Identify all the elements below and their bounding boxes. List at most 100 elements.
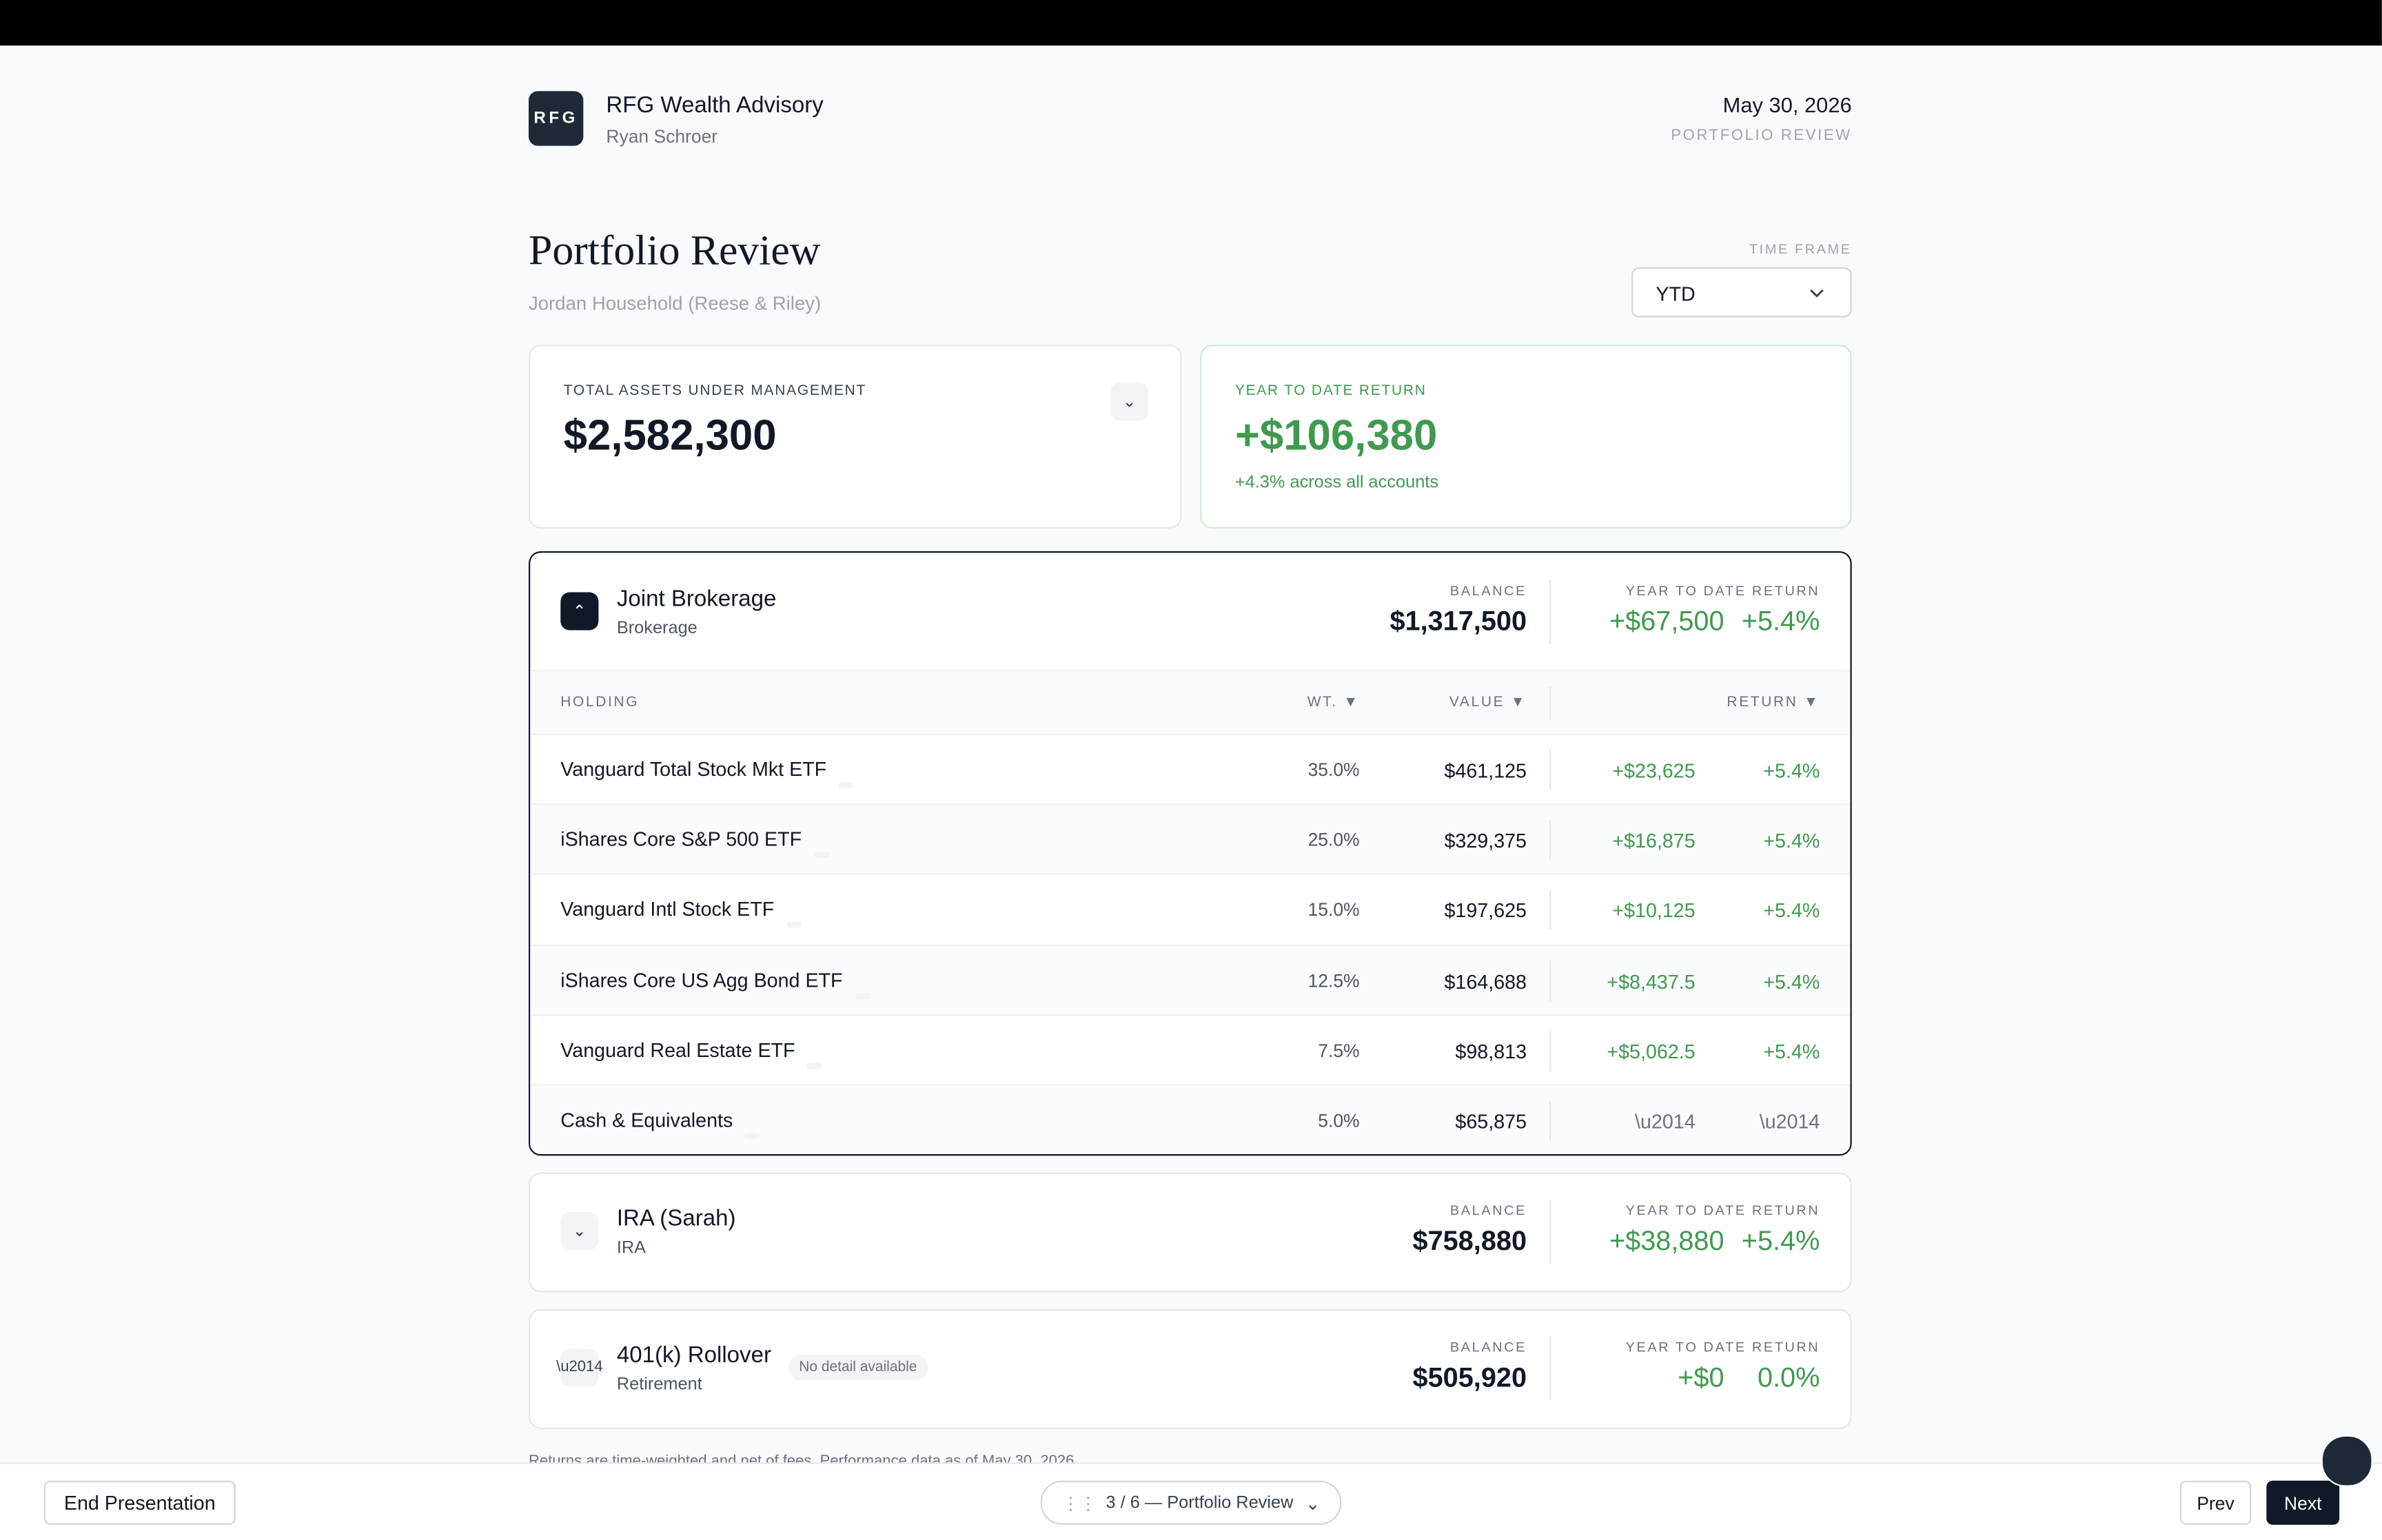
column-header: VALUE ▼ [1449,694,1527,711]
holding-return: +$23,625 [1612,759,1696,783]
account-name: IRA (Sarah) [616,1205,736,1232]
holding-name: Vanguard Real Estate ETF [560,1038,823,1069]
ticker [807,1062,823,1069]
value: $197,625 [1444,899,1527,923]
holding-row[interactable]: Vanguard Intl Stock ETF 15.0% $197,625 +$10… [530,874,1851,945]
holding-row[interactable]: Vanguard Total Stock Mkt ETF 35.0% $461,12… [530,733,1851,805]
timeframe-select[interactable]: YTD [1631,267,1852,318]
value: $461,125 [1444,759,1527,783]
holding-name: Cash & Equivalents [560,1109,760,1139]
end-button[interactable]: End Presentation [43,1480,236,1525]
return-amount: +$0 [1678,1362,1724,1393]
advisor-name: Ryan Schroer [606,125,718,147]
ytd-card: YEAR TO DATE RETURN +$106,380 +4.3% acro… [1200,345,1852,528]
prev-button[interactable]: Prev [2179,1480,2252,1525]
weight: 12.5% [1307,969,1360,992]
holding-return: +$16,875 [1612,829,1696,852]
holding-return: +$8,437.5 [1607,969,1696,993]
ytd-note: +4.3% across all accounts [1234,473,1439,493]
column-header: HOLDING [560,694,640,711]
timeframe-value: YTD [1656,282,1696,306]
balance: $505,920 [1412,1362,1527,1393]
badge: No detail available [788,1354,928,1381]
value: $164,688 [1444,969,1527,993]
ytd-label: YEAR TO DATE RETURN [1234,382,1427,400]
holding-row[interactable]: iShares Core US Agg Bond ETF 12.5% $164,68… [530,943,1851,1016]
aum-value: $2,582,300 [563,411,777,459]
toggle-button[interactable]: ⌄ [560,1211,599,1250]
account-card: \u2014 401(k) Rollover Retirement No detail… [528,1308,1852,1429]
timeframe-label: TIME FRAME [1749,241,1852,257]
expand-button[interactable]: ⌄ [1110,382,1149,421]
divider [1549,1200,1551,1264]
return-amount: +$67,500 [1609,606,1724,637]
divider [1549,579,1551,644]
return-label: YEAR TO DATE RETURN [1625,1202,1820,1218]
return-amount: +$38,880 [1609,1225,1724,1256]
firm-name: RFG Wealth Advisory [606,92,824,119]
column-header: WT. ▼ [1307,694,1360,711]
holding-return-pct: +5.4% [1763,899,1820,923]
holding-name: iShares Core US Agg Bond ETF [560,968,871,999]
balance: $1,317,500 [1390,606,1527,637]
top-bar [0,0,2382,46]
divider [1549,750,1551,790]
account-type: IRA [616,1239,647,1257]
holding-row[interactable]: iShares Core S&P 500 ETF 25.0% $329,375 +$1… [530,803,1851,875]
holding-return: \u2014 [1635,1110,1696,1133]
holding-row[interactable]: Vanguard Real Estate ETF 7.5% $98,813 +$5,0… [530,1014,1851,1086]
weight: 35.0% [1307,759,1360,781]
return-pct: +5.4% [1741,1225,1820,1256]
divider [1549,686,1551,720]
account-card[interactable]: ⌄ IRA (Sarah) IRA BALANCE $758,880 YEAR TO DA… [528,1172,1852,1293]
weight: 25.0% [1307,829,1360,851]
divider [1549,1031,1551,1071]
ticker [855,992,871,999]
column-header: RETURN ▼ [1727,694,1820,711]
balance-label: BALANCE [1449,583,1527,599]
weight: 15.0% [1307,899,1360,921]
account-icon: \u2014 [556,1348,603,1387]
account-card[interactable]: ⌃ Joint Brokerage Brokerage BALANCE $1,317,5… [528,551,1852,1156]
balance-label: BALANCE [1449,1202,1527,1218]
date: May 30, 2026 [1722,92,1852,117]
ticker [813,852,829,859]
holding-return-pct: +5.4% [1763,829,1820,852]
ticker [838,782,854,788]
holding-return-pct: +5.4% [1763,1040,1820,1063]
holding-return-pct: +5.4% [1763,969,1820,993]
return-label: YEAR TO DATE RETURN [1625,583,1820,599]
toggle-button[interactable]: ⌃ [560,592,599,630]
divider [1549,1336,1551,1401]
weight: 5.0% [1318,1110,1360,1131]
ticker [786,922,802,929]
account-name: Joint Brokerage [616,586,777,613]
holding-return-pct: +5.4% [1763,759,1820,783]
aum-label: TOTAL ASSETS UNDER MANAGEMENT [563,382,867,400]
next-button[interactable]: Next [2266,1480,2340,1525]
holding-return-pct: \u2014 [1759,1110,1820,1133]
holding-return: +$5,062.5 [1607,1040,1696,1063]
progress: 3 / 6 — Portfolio Review [1106,1493,1294,1512]
logo: RFG [528,91,584,146]
holding-name: Vanguard Intl Stock ETF [560,898,802,929]
return-pct: 0.0% [1757,1362,1820,1393]
holding-name: iShares Core S&P 500 ETF [560,828,829,859]
divider [1549,1100,1551,1141]
divider [1549,961,1551,1000]
return-label: YEAR TO DATE RETURN [1625,1339,1820,1355]
bottom-bar: End Presentation ⋮⋮ 3 / 6 — Portfolio Rev… [0,1462,2382,1540]
account-name: 401(k) Rollover [616,1342,772,1368]
holding-return: +$10,125 [1612,899,1696,923]
holding-row[interactable]: Cash & Equivalents 5.0% $65,875 \u2014 \u201… [530,1084,1851,1155]
value: $98,813 [1455,1040,1527,1063]
value: $329,375 [1444,829,1527,852]
floating-button[interactable] [2321,1435,2373,1487]
page-title: Portfolio Review [528,227,821,275]
household: Jordan Household (Reese & Riley) [528,293,822,315]
ytd-value: +$106,380 [1234,411,1438,459]
value: $65,875 [1455,1110,1527,1133]
divider [1549,820,1551,860]
slide-selector[interactable]: ⋮⋮ 3 / 6 — Portfolio Review ⌄ [1040,1480,1342,1525]
